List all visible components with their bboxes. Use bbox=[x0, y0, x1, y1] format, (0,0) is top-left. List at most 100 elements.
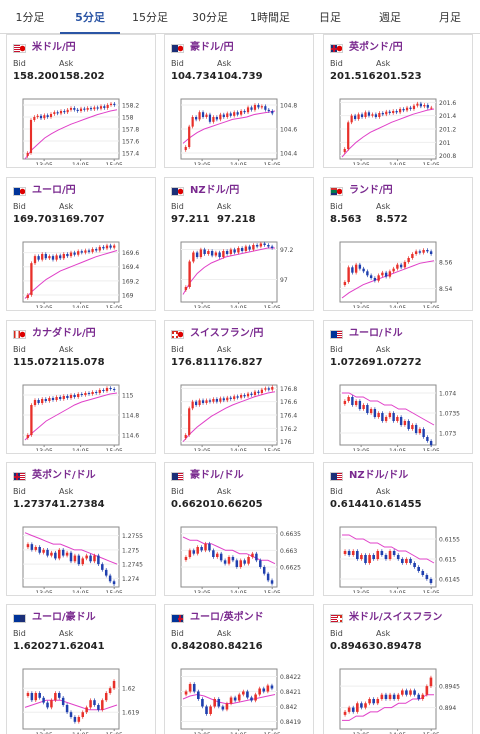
y-tick-label: 8.54 bbox=[439, 286, 453, 293]
bid-value: 0.61441 bbox=[330, 499, 376, 510]
candle bbox=[347, 397, 350, 401]
price-chart: 1.074 1.0735 1.073 13:05 14:05 15:05 bbox=[339, 384, 460, 451]
rate-card[interactable]: 米ドル/円 Bid Ask 158.200 158.202 158.2 158 157.8 15… bbox=[6, 34, 156, 168]
candle bbox=[425, 686, 429, 695]
ask-value: 158.202 bbox=[59, 71, 105, 82]
candle bbox=[246, 393, 250, 397]
x-tick-label: 15:05 bbox=[106, 590, 123, 593]
rate-card[interactable]: NZドル/円 Bid Ask 97.211 97.218 97.2 97 13:05 14:05… bbox=[164, 177, 314, 311]
tab-6[interactable]: 週足 bbox=[379, 11, 401, 24]
rate-card[interactable]: ユーロ/英ポンド Bid Ask 0.84208 0.84216 0.8422 0.8421… bbox=[164, 604, 314, 734]
pair-name[interactable]: 豪ドル/円 bbox=[190, 42, 234, 53]
tab-2[interactable]: 15分足 bbox=[132, 11, 168, 24]
candle bbox=[381, 413, 384, 421]
candle bbox=[208, 400, 212, 402]
tab-1[interactable]: 5分足 bbox=[60, 4, 120, 35]
rate-card[interactable]: スイスフラン/円 Bid Ask 176.811 176.827 176.8 176.6 17… bbox=[164, 320, 314, 454]
bid-label: Bid bbox=[171, 629, 184, 638]
candle bbox=[34, 693, 38, 701]
candle bbox=[55, 397, 58, 400]
candle bbox=[84, 393, 87, 395]
candle bbox=[191, 401, 194, 409]
rate-card[interactable]: NZドル/ドル Bid Ask 0.61441 0.61455 0.6155 0.615 0.… bbox=[323, 462, 473, 596]
candle bbox=[260, 389, 263, 393]
ask-label: Ask bbox=[217, 629, 232, 638]
rate-card[interactable]: ユーロ/円 Bid Ask 169.703 169.707 169.6 169.4 169.2… bbox=[6, 177, 156, 311]
flag-icon bbox=[13, 472, 26, 481]
pair-name[interactable]: ユーロ/豪ドル bbox=[32, 612, 96, 623]
candle bbox=[399, 109, 402, 113]
pair-name[interactable]: 英ポンド/円 bbox=[349, 42, 403, 53]
candle bbox=[242, 691, 245, 695]
candle bbox=[262, 567, 266, 574]
tab-4[interactable]: 1時間足 bbox=[250, 11, 290, 24]
x-tick-label: 14:05 bbox=[389, 305, 406, 308]
x-tick-label: 15:05 bbox=[423, 305, 440, 308]
flag-icon bbox=[330, 330, 343, 339]
candle bbox=[41, 254, 44, 260]
pair-name[interactable]: 豪ドル/ドル bbox=[190, 470, 244, 481]
bid-label: Bid bbox=[330, 487, 343, 496]
candle bbox=[421, 694, 425, 699]
candle bbox=[69, 395, 73, 398]
bid-label: Bid bbox=[171, 59, 184, 68]
pair-name[interactable]: ユーロ/円 bbox=[32, 185, 76, 196]
rate-card[interactable]: カナダドル/円 Bid Ask 115.072 115.078 115 114.8 114.6… bbox=[6, 320, 156, 454]
candle bbox=[93, 107, 96, 110]
candle bbox=[240, 111, 243, 115]
pair-name[interactable]: ランド/円 bbox=[349, 185, 393, 196]
tab-7[interactable]: 月足 bbox=[439, 11, 461, 24]
moving-average-line bbox=[341, 108, 435, 158]
pair-name[interactable]: ユーロ/英ポンド bbox=[190, 612, 264, 623]
flag-icon bbox=[330, 187, 343, 196]
rate-card[interactable]: 米ドル/スイスフラン Bid Ask 0.89463 0.89478 0.8945 0.89… bbox=[323, 604, 473, 734]
rate-card[interactable]: ランド/円 Bid Ask 8.563 8.572 8.56 8.54 13:05 14:05 1… bbox=[323, 177, 473, 311]
candle bbox=[36, 115, 39, 117]
candle bbox=[217, 699, 221, 707]
candle bbox=[395, 111, 398, 113]
candle bbox=[430, 107, 433, 109]
candle bbox=[373, 409, 377, 417]
candle bbox=[77, 555, 81, 565]
candle bbox=[377, 413, 380, 417]
candle bbox=[426, 437, 429, 441]
candle bbox=[108, 575, 112, 582]
candle bbox=[85, 555, 88, 559]
rate-card[interactable]: ユーロ/ドル Bid Ask 1.07269 1.07272 1.074 1.0735 1.0… bbox=[323, 320, 473, 454]
tab-0[interactable]: 1分足 bbox=[15, 11, 45, 24]
moving-average-line bbox=[24, 532, 118, 565]
pair-name[interactable]: ユーロ/ドル bbox=[349, 328, 403, 339]
ask-value: 1.62041 bbox=[59, 641, 105, 652]
candle bbox=[33, 256, 37, 264]
candle bbox=[104, 693, 108, 701]
us-flag-icon bbox=[14, 45, 20, 52]
x-tick-label: 14:05 bbox=[230, 590, 247, 593]
candle bbox=[257, 105, 260, 108]
candle bbox=[413, 563, 416, 567]
pair-name[interactable]: スイスフラン/円 bbox=[190, 328, 264, 339]
candle bbox=[192, 252, 195, 262]
flag-icon bbox=[171, 44, 184, 53]
flag-icon bbox=[171, 187, 184, 196]
tab-5[interactable]: 日足 bbox=[319, 11, 341, 24]
us-flag-icon bbox=[177, 473, 183, 480]
pair-name[interactable]: カナダドル/円 bbox=[32, 328, 96, 339]
candle bbox=[362, 268, 365, 272]
y-tick-label: 169.6 bbox=[122, 250, 139, 257]
pair-name[interactable]: 米ドル/円 bbox=[32, 42, 76, 53]
x-tick-label: 13:05 bbox=[352, 448, 369, 451]
rate-card[interactable]: 豪ドル/ドル Bid Ask 0.66201 0.66205 0.6635 0.663 0.6… bbox=[164, 462, 314, 596]
bid-label: Bid bbox=[13, 59, 26, 68]
pair-name[interactable]: NZドル/円 bbox=[190, 185, 240, 196]
candle bbox=[392, 694, 396, 699]
pair-name[interactable]: 英ポンド/ドル bbox=[32, 470, 96, 481]
rate-card[interactable]: 豪ドル/円 Bid Ask 104.734 104.739 104.8 104.6 104.4… bbox=[164, 34, 314, 168]
pair-name[interactable]: NZドル/ドル bbox=[349, 470, 409, 481]
candle bbox=[243, 560, 246, 564]
tab-3[interactable]: 30分足 bbox=[192, 11, 228, 24]
pair-name[interactable]: 米ドル/スイスフラン bbox=[349, 612, 443, 623]
y-tick-label: 176 bbox=[280, 439, 292, 446]
rate-card[interactable]: 英ポンド/ドル Bid Ask 1.27374 1.27384 1.2755 1.275 1.… bbox=[6, 462, 156, 596]
rate-card[interactable]: 英ポンド/円 Bid Ask 201.516 201.523 201.6 201.4 201.… bbox=[323, 34, 473, 168]
